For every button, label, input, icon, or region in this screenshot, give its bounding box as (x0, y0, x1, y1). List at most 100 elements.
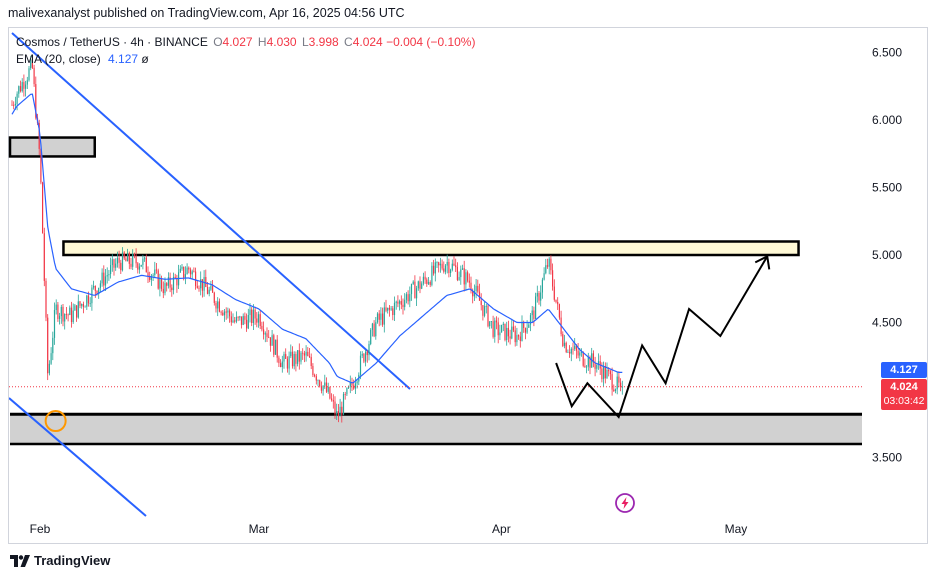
x-tick-label: Apr (492, 522, 511, 536)
change-value: −0.004 (−0.10%) (386, 35, 476, 49)
symbol-label[interactable]: Cosmos / TetherUS · 4h · BINANCE (16, 35, 208, 49)
candle-body (150, 275, 152, 280)
candle-body (305, 351, 307, 356)
candle-body (217, 301, 219, 309)
candle-body (390, 308, 392, 310)
bar-countdown: 03:03:42 (883, 395, 925, 407)
tradingview-logo[interactable]: TradingView (10, 553, 110, 568)
candle-body (220, 311, 222, 313)
candle-body (424, 276, 426, 280)
candle-body (422, 276, 424, 284)
candle-body (140, 264, 142, 267)
candle-body (225, 311, 227, 313)
candle-body (407, 294, 409, 302)
candle-body (524, 328, 526, 333)
candle-body (546, 265, 549, 267)
candle-body (213, 292, 215, 303)
candle-body (351, 382, 353, 386)
candle-body (461, 268, 464, 270)
candle-body (25, 84, 27, 89)
candle-body (511, 326, 513, 339)
candle-body (96, 290, 98, 295)
supply-zone (8, 136, 96, 158)
candle-body (252, 309, 254, 323)
candle-body (55, 304, 57, 310)
candle-body (62, 306, 64, 322)
candle-body (484, 306, 486, 316)
candle-body (53, 309, 56, 338)
candle-body (237, 316, 239, 318)
candle-body (218, 301, 220, 312)
projection-arrowhead (754, 254, 771, 270)
candle-body (86, 295, 88, 307)
candle-body (618, 376, 620, 383)
candle-body (154, 269, 156, 276)
candle-body (261, 325, 263, 330)
candle-body (288, 356, 290, 369)
candle-body (286, 358, 288, 369)
candle-body (327, 387, 329, 392)
publisher-line: malivexanalyst published on TradingView.… (8, 6, 405, 20)
candle-body (536, 293, 538, 297)
candle-body (494, 320, 496, 337)
candle-body (81, 303, 83, 306)
lightning-icon[interactable] (614, 492, 636, 514)
support-zone (10, 414, 862, 444)
candle-body (82, 303, 84, 307)
candle-body (159, 278, 161, 289)
candle-body (543, 273, 545, 280)
high-label: H (257, 35, 267, 49)
candle-body (99, 283, 101, 288)
candle-body (550, 258, 552, 271)
candle-body (353, 385, 355, 389)
candle-body (111, 259, 113, 266)
candle-body (528, 324, 530, 328)
candle-body (329, 387, 331, 399)
candle-body (162, 288, 164, 294)
candle-body (455, 265, 457, 268)
candle-body (606, 369, 608, 379)
candle-body (203, 277, 205, 291)
ema-label[interactable]: EMA (20, close) (16, 52, 101, 66)
ema-value: 4.127 (108, 52, 139, 66)
last-price-tag: 4.024 03:03:42 (881, 379, 927, 410)
candle-body (291, 351, 294, 367)
y-tick-label: 5.000 (872, 248, 902, 262)
candle-body (467, 272, 469, 281)
candle-body (35, 84, 37, 118)
candle-body (395, 301, 397, 303)
candle-body (77, 301, 79, 318)
candle-body (608, 369, 610, 372)
candle-body (257, 314, 260, 323)
candle-body (495, 320, 498, 323)
candle-body (89, 303, 91, 305)
candle-body (125, 258, 127, 262)
candle-body (26, 80, 28, 85)
candle-body (128, 253, 130, 264)
candle-body (337, 411, 339, 417)
candle-body (40, 148, 42, 183)
candle-body (43, 233, 45, 281)
candle-body (167, 277, 169, 286)
candle-body (38, 123, 40, 149)
candle-body (603, 366, 605, 380)
candle-body (444, 265, 447, 272)
candle-body (16, 93, 18, 104)
candle-body (376, 313, 379, 323)
candle-body (368, 344, 370, 356)
candle-body (613, 389, 615, 392)
candle-body (18, 86, 20, 94)
candle-body (433, 265, 435, 274)
candle-body (169, 277, 171, 288)
y-tick-label: 6.500 (872, 46, 902, 60)
candle-body (439, 263, 441, 266)
ema-price-tag: 4.127 (881, 362, 927, 378)
candle-body (597, 361, 600, 365)
candle-body (388, 307, 390, 310)
footer-brand: TradingView (34, 553, 111, 568)
candle-body (208, 289, 210, 294)
candle-body (13, 104, 15, 106)
candle-body (59, 316, 61, 319)
candle-body (552, 270, 554, 287)
